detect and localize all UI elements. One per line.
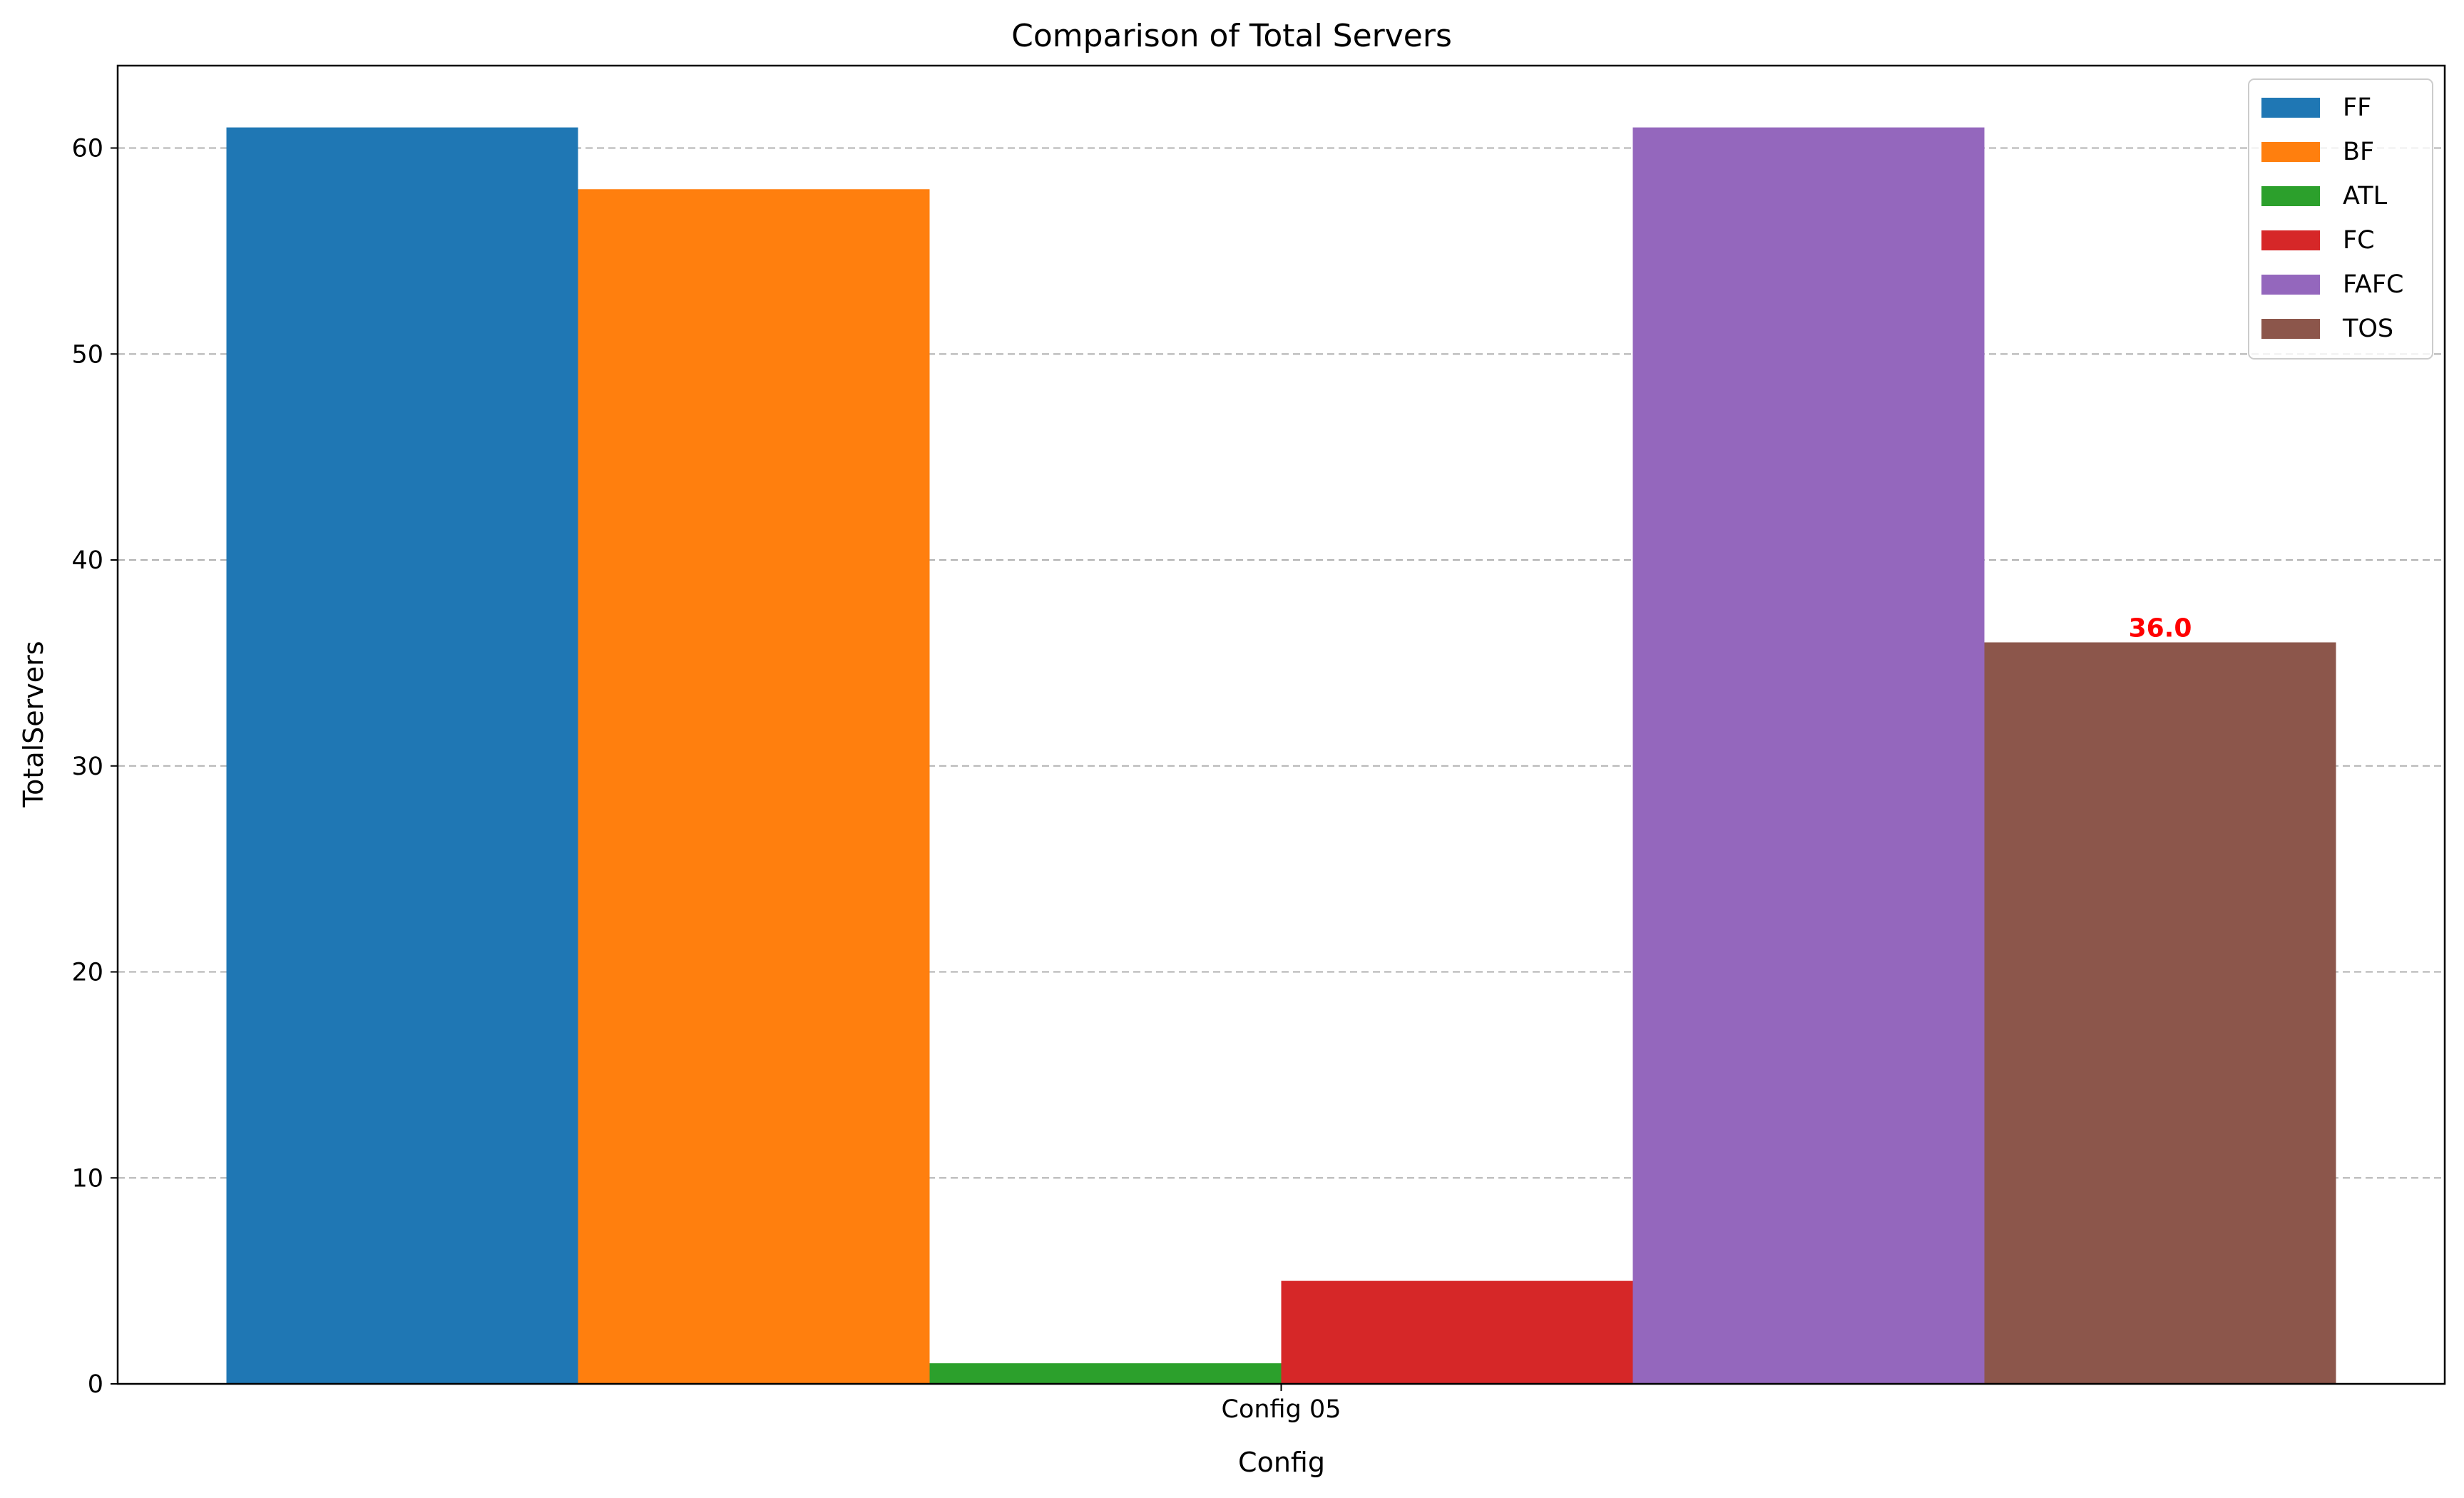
legend-label-ff: FF — [2343, 93, 2371, 122]
legend-label-bf: BF — [2343, 138, 2374, 166]
bars — [226, 127, 2336, 1384]
y-tick-label: 60 — [71, 135, 103, 163]
legend-label-atl: ATL — [2343, 182, 2388, 210]
x-axis-title: Config — [1238, 1447, 1325, 1478]
bar-atl — [929, 1363, 1282, 1384]
bar-fc — [1281, 1280, 1633, 1384]
legend-swatch-ff — [2261, 98, 2320, 118]
plot-frame — [116, 64, 2446, 1385]
bar-ff — [226, 127, 578, 1384]
legend: FF BF ATL FC FAFC TOS — [2248, 78, 2433, 360]
legend-label-fc: FC — [2343, 226, 2375, 255]
bar-fafc — [1632, 127, 1985, 1384]
y-tick-label: 10 — [71, 1164, 103, 1193]
legend-swatch-fafc — [2261, 275, 2320, 295]
bar-tos — [1984, 642, 2336, 1384]
y-tick-label: 30 — [71, 753, 103, 781]
y-axis-title: TotalServers — [18, 641, 49, 807]
y-tick-label: 40 — [71, 546, 103, 575]
bar-bf — [578, 189, 930, 1384]
annotations: 36.0 — [2129, 614, 2192, 643]
legend-swatch-fc — [2261, 230, 2320, 250]
legend-swatch-bf — [2261, 142, 2320, 162]
y-tick-label: 20 — [71, 959, 103, 987]
legend-label-tos: TOS — [2342, 315, 2393, 343]
legend-label-fafc: FAFC — [2343, 270, 2403, 299]
y-tick-label: 50 — [71, 340, 103, 369]
chart-title: Comparison of Total Servers — [1011, 18, 1452, 54]
x-tick-label: Config 05 — [1222, 1395, 1341, 1424]
y-tick-label: 0 — [88, 1370, 103, 1399]
legend-swatch-atl — [2261, 186, 2320, 206]
legend-swatch-tos — [2261, 319, 2320, 339]
legend-box — [2248, 78, 2433, 360]
axes: Config 05 0 10 20 30 40 50 60 — [71, 64, 2446, 1424]
data-label: 36.0 — [2129, 614, 2192, 643]
